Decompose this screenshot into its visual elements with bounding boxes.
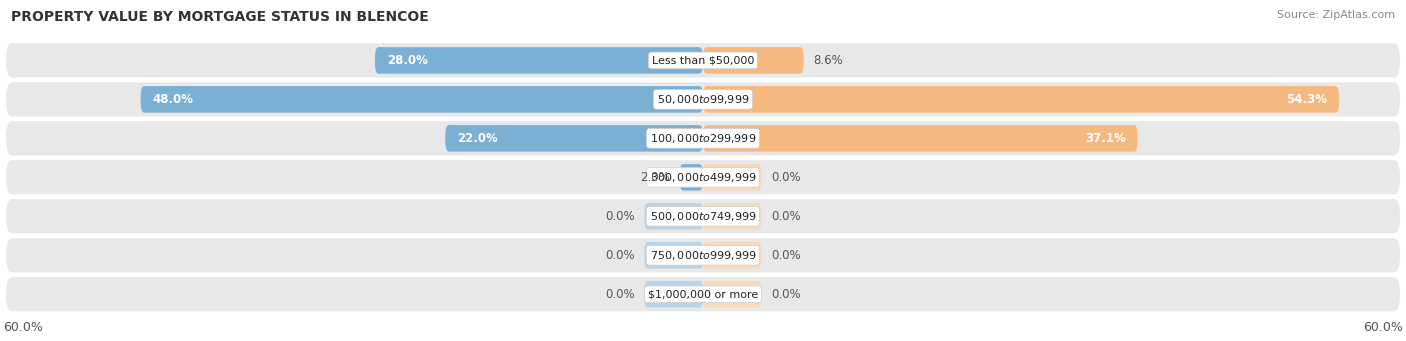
Text: 0.0%: 0.0% bbox=[770, 210, 800, 223]
FancyBboxPatch shape bbox=[6, 277, 1400, 311]
Text: 2.0%: 2.0% bbox=[641, 171, 671, 184]
FancyBboxPatch shape bbox=[679, 164, 703, 191]
Text: Less than $50,000: Less than $50,000 bbox=[652, 55, 754, 65]
FancyBboxPatch shape bbox=[703, 86, 1339, 113]
FancyBboxPatch shape bbox=[6, 82, 1400, 117]
Text: 60.0%: 60.0% bbox=[3, 321, 42, 334]
Text: 0.0%: 0.0% bbox=[606, 249, 636, 262]
Text: $750,000 to $999,999: $750,000 to $999,999 bbox=[650, 249, 756, 262]
Text: 0.0%: 0.0% bbox=[606, 288, 636, 301]
Text: PROPERTY VALUE BY MORTGAGE STATUS IN BLENCOE: PROPERTY VALUE BY MORTGAGE STATUS IN BLE… bbox=[11, 10, 429, 24]
FancyBboxPatch shape bbox=[6, 199, 1400, 234]
FancyBboxPatch shape bbox=[703, 281, 762, 308]
FancyBboxPatch shape bbox=[644, 242, 703, 268]
Text: Source: ZipAtlas.com: Source: ZipAtlas.com bbox=[1277, 10, 1395, 20]
FancyBboxPatch shape bbox=[703, 242, 762, 268]
FancyBboxPatch shape bbox=[375, 47, 703, 74]
FancyBboxPatch shape bbox=[644, 281, 703, 308]
Text: $300,000 to $499,999: $300,000 to $499,999 bbox=[650, 171, 756, 184]
Text: 28.0%: 28.0% bbox=[387, 54, 427, 67]
Text: 60.0%: 60.0% bbox=[1364, 321, 1403, 334]
FancyBboxPatch shape bbox=[141, 86, 703, 113]
Text: $1,000,000 or more: $1,000,000 or more bbox=[648, 289, 758, 299]
Text: 0.0%: 0.0% bbox=[770, 288, 800, 301]
Text: 0.0%: 0.0% bbox=[770, 171, 800, 184]
FancyBboxPatch shape bbox=[703, 203, 762, 229]
FancyBboxPatch shape bbox=[6, 121, 1400, 155]
Text: 8.6%: 8.6% bbox=[813, 54, 842, 67]
FancyBboxPatch shape bbox=[644, 203, 703, 229]
Text: $100,000 to $299,999: $100,000 to $299,999 bbox=[650, 132, 756, 145]
FancyBboxPatch shape bbox=[703, 47, 804, 74]
FancyBboxPatch shape bbox=[6, 238, 1400, 272]
Text: 0.0%: 0.0% bbox=[770, 249, 800, 262]
FancyBboxPatch shape bbox=[446, 125, 703, 152]
FancyBboxPatch shape bbox=[703, 125, 1137, 152]
Text: 0.0%: 0.0% bbox=[606, 210, 636, 223]
Text: 54.3%: 54.3% bbox=[1286, 93, 1327, 106]
Text: $500,000 to $749,999: $500,000 to $749,999 bbox=[650, 210, 756, 223]
Text: 22.0%: 22.0% bbox=[457, 132, 498, 145]
FancyBboxPatch shape bbox=[703, 164, 762, 191]
Text: $50,000 to $99,999: $50,000 to $99,999 bbox=[657, 93, 749, 106]
FancyBboxPatch shape bbox=[6, 43, 1400, 77]
Text: 48.0%: 48.0% bbox=[152, 93, 193, 106]
Text: 37.1%: 37.1% bbox=[1085, 132, 1126, 145]
FancyBboxPatch shape bbox=[6, 160, 1400, 194]
